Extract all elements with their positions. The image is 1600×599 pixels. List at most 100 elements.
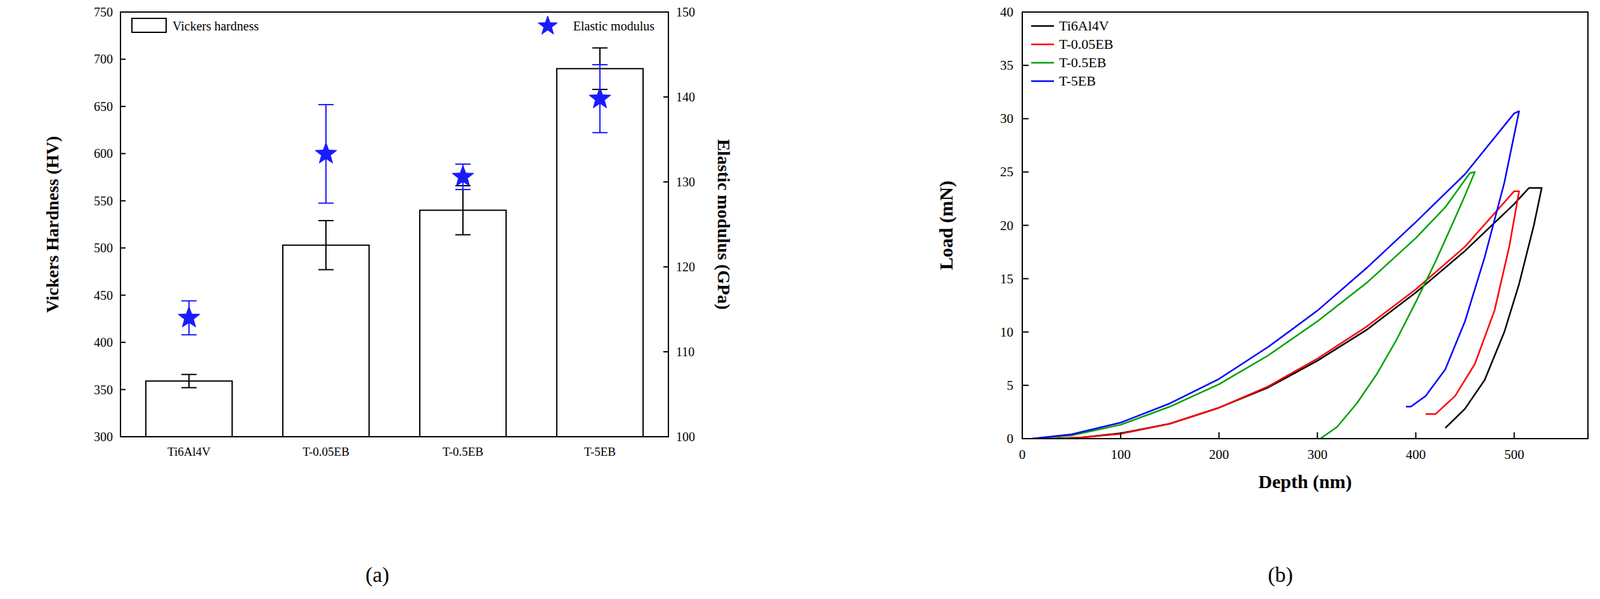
- y-tick-label: 15: [1000, 271, 1014, 287]
- series-line: [1032, 171, 1476, 439]
- plot-area: [145, 48, 644, 437]
- legend-item: Ti6Al4V: [1031, 17, 1110, 34]
- y-tick: [120, 436, 126, 438]
- error-stem: [325, 220, 327, 270]
- y-tick: [1022, 171, 1029, 173]
- error-cap: [592, 64, 608, 66]
- y-tick: [120, 341, 126, 344]
- star-marker: [315, 142, 337, 164]
- legend-label: Ti6Al4V: [1059, 17, 1110, 34]
- y-axis-title: Vickers Hardness (HV): [42, 136, 63, 314]
- panel-label: (b): [1267, 563, 1294, 588]
- star-marker: [452, 165, 474, 187]
- error-bar: [318, 220, 334, 270]
- error-cap: [455, 188, 471, 191]
- legend-item: T-0.5EB: [1031, 54, 1106, 71]
- error-cap: [455, 234, 471, 236]
- y-tick-label: 650: [93, 99, 113, 114]
- category-label: T-5EB: [584, 445, 616, 459]
- y-tick: [120, 200, 126, 202]
- frame: [1022, 12, 1588, 439]
- error-cap: [318, 104, 334, 106]
- x-tick: [1513, 432, 1516, 439]
- error-cap: [318, 202, 334, 205]
- y-axis-title: Load (mN): [935, 180, 957, 271]
- legend-label: T-0.5EB: [1059, 54, 1106, 71]
- y-tick: [1022, 225, 1029, 227]
- y-tick-label: 550: [93, 194, 113, 209]
- legend-swatch: [1031, 25, 1054, 28]
- y2-tick: [663, 351, 669, 353]
- y-tick-label: 700: [93, 52, 113, 66]
- y-tick: [1022, 384, 1029, 387]
- y-tick: [1022, 331, 1029, 333]
- panel-label: (a): [365, 563, 390, 588]
- y-tick: [120, 389, 126, 391]
- legend-swatch: [537, 15, 557, 35]
- y-tick: [1022, 11, 1029, 13]
- y-tick-label: 40: [1000, 4, 1014, 20]
- y2-tick: [663, 11, 669, 13]
- y-tick: [120, 58, 126, 60]
- x-tick-label: 300: [1307, 447, 1328, 463]
- category-label: T-0.05EB: [302, 445, 350, 459]
- bar: [145, 381, 233, 437]
- x-tick: [1218, 432, 1220, 439]
- legend-swatch: [1031, 43, 1054, 46]
- category-label: Ti6Al4V: [167, 445, 211, 459]
- y-tick-label: 600: [93, 146, 113, 161]
- legend-swatch: [1031, 80, 1054, 83]
- y-tick-label: 5: [1007, 377, 1015, 394]
- legend-swatch: [131, 18, 167, 33]
- category-label: T-0.5EB: [442, 445, 484, 459]
- y-tick: [120, 247, 126, 249]
- error-cap: [181, 387, 197, 389]
- legend-item: T-0.05EB: [1031, 36, 1113, 53]
- y-tick: [1022, 117, 1029, 120]
- y2-tick-label: 140: [676, 90, 696, 105]
- y-tick-label: 450: [93, 288, 113, 303]
- y-tick-label: 30: [1000, 110, 1014, 127]
- y2-tick: [663, 96, 669, 98]
- y-tick-label: 20: [1000, 218, 1014, 234]
- legend-label: T-0.05EB: [1059, 36, 1113, 53]
- x-tick-label: 0: [1019, 447, 1027, 463]
- error-bar: [455, 185, 471, 235]
- x-tick-label: 500: [1504, 447, 1525, 463]
- error-cap: [592, 131, 608, 134]
- x-tick: [1415, 432, 1417, 439]
- legend-item: Vickers hardness: [131, 18, 259, 33]
- figure: 3003504004505005506006507007501001101201…: [0, 0, 1600, 599]
- x-tick-label: 100: [1110, 447, 1131, 463]
- error-cap: [181, 300, 197, 302]
- y2-tick-label: 150: [676, 5, 696, 20]
- y-tick-label: 25: [1000, 164, 1014, 180]
- x-tick: [1119, 432, 1122, 439]
- star-marker: [589, 87, 611, 109]
- bar: [419, 210, 507, 437]
- y-tick-label: 300: [93, 429, 113, 444]
- error-bar: [181, 374, 197, 389]
- y-tick-label: 750: [93, 5, 113, 20]
- y-tick: [120, 11, 126, 13]
- legend-swatch: [1031, 62, 1054, 65]
- error-stem: [462, 185, 464, 235]
- y-tick-label: 350: [93, 383, 113, 397]
- series-line: [1032, 110, 1520, 439]
- y-tick-label: 35: [1000, 57, 1014, 73]
- x-tick-label: 400: [1405, 447, 1427, 463]
- error-cap: [592, 47, 608, 49]
- legend-item: Elastic modulus: [537, 15, 655, 35]
- error-cap: [181, 334, 197, 336]
- y2-tick: [663, 181, 669, 183]
- legend-label: T-5EB: [1059, 72, 1096, 89]
- y-tick-label: 400: [93, 335, 113, 350]
- frame: [120, 12, 669, 437]
- y2-tick: [663, 436, 669, 438]
- x-tick: [1316, 432, 1318, 439]
- legend-item: T-5EB: [1031, 72, 1096, 89]
- x-tick-label: 200: [1209, 447, 1230, 463]
- legend-label: Elastic modulus: [573, 19, 656, 33]
- error-stem: [188, 374, 190, 389]
- y2-tick-label: 120: [676, 260, 696, 274]
